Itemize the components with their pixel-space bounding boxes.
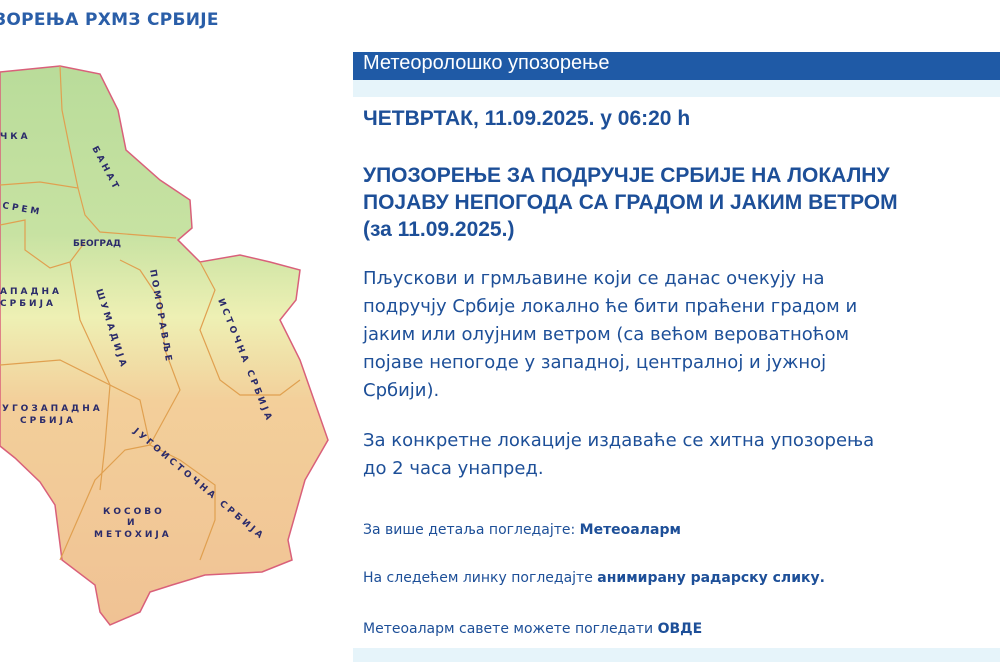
paragraph-line: појаве непогоде у западној, централној и… [363, 352, 827, 373]
advice-line: Метеоаларм савете можете погледати ОВДЕ [363, 621, 702, 637]
label-jugozapadna-1: УГОЗАПАДНА [2, 404, 103, 414]
details-line: За више детаља погледајте: Метеоаларм [363, 522, 681, 538]
label-kosovo-1: КОСОВО [103, 507, 165, 517]
label-zapadna-2: СРБИЈА [0, 299, 56, 309]
headline-line: (за 11.09.2025.) [363, 218, 515, 241]
site-title: ЗОРЕЊА РХМЗ СРБИЈЕ [0, 10, 219, 30]
serbia-regions-map[interactable]: ЧКА БАНАТ СРЕМ БЕОГРАД АПАДНА СРБИЈА ШУМ… [0, 55, 340, 645]
region-borders [0, 65, 301, 561]
paragraph-line: подручју Србије локално ће бити праћени … [363, 296, 858, 317]
label-backa: ЧКА [0, 132, 31, 142]
footer-band [353, 648, 1000, 662]
radar-link[interactable]: анимирану радарску слику. [597, 570, 825, 586]
paragraph-line: до 2 часа унапред. [363, 458, 544, 479]
issue-date: ЧЕТВРТАК, 11.09.2025. у 06:20 h [363, 107, 691, 130]
header-band [353, 80, 1000, 97]
warning-note: За конкретне локације издаваће се хитна … [363, 427, 1000, 483]
paragraph-line: јаким или олујним ветром (са већом веров… [363, 324, 850, 345]
paragraph-line: За конкретне локације издаваће се хитна … [363, 430, 875, 451]
radar-line: На следећем линку погледајте анимирану р… [363, 570, 825, 586]
headline-line: УПОЗОРЕЊЕ ЗА ПОДРУЧЈЕ СРБИЈЕ НА ЛОКАЛНУ [363, 164, 890, 187]
advice-text: Метеоаларм савете можете погледати [363, 621, 658, 637]
headline-line: ПОЈАВУ НЕПОГОДА СА ГРАДОМ И ЈАКИМ ВЕТРОМ [363, 191, 898, 214]
meteoalarm-link[interactable]: Метеоаларм [579, 522, 681, 538]
advice-link[interactable]: ОВДЕ [657, 621, 703, 637]
warning-description: Пљускови и грмљавине који се данас очеку… [363, 265, 1000, 405]
label-beograd: БЕОГРАД [73, 239, 121, 249]
radar-text: На следећем линку погледајте [363, 570, 598, 586]
label-zapadna-1: АПАДНА [0, 287, 62, 297]
warning-headline: УПОЗОРЕЊЕ ЗА ПОДРУЧЈЕ СРБИЈЕ НА ЛОКАЛНУ … [363, 162, 1000, 243]
paragraph-line: Србији). [363, 380, 440, 401]
panel-header: Метеоролошко упозорење [353, 52, 1000, 80]
warning-panel: Метеоролошко упозорење ЧЕТВРТАК, 11.09.2… [353, 52, 1000, 662]
details-text: За више детаља погледајте: [363, 522, 580, 538]
label-kosovo-2: И [127, 518, 138, 528]
label-kosovo-3: МЕТОХИЈА [94, 530, 172, 540]
paragraph-line: Пљускови и грмљавине који се данас очеку… [363, 268, 825, 289]
label-jugozapadna-2: СРБИЈА [20, 416, 76, 426]
